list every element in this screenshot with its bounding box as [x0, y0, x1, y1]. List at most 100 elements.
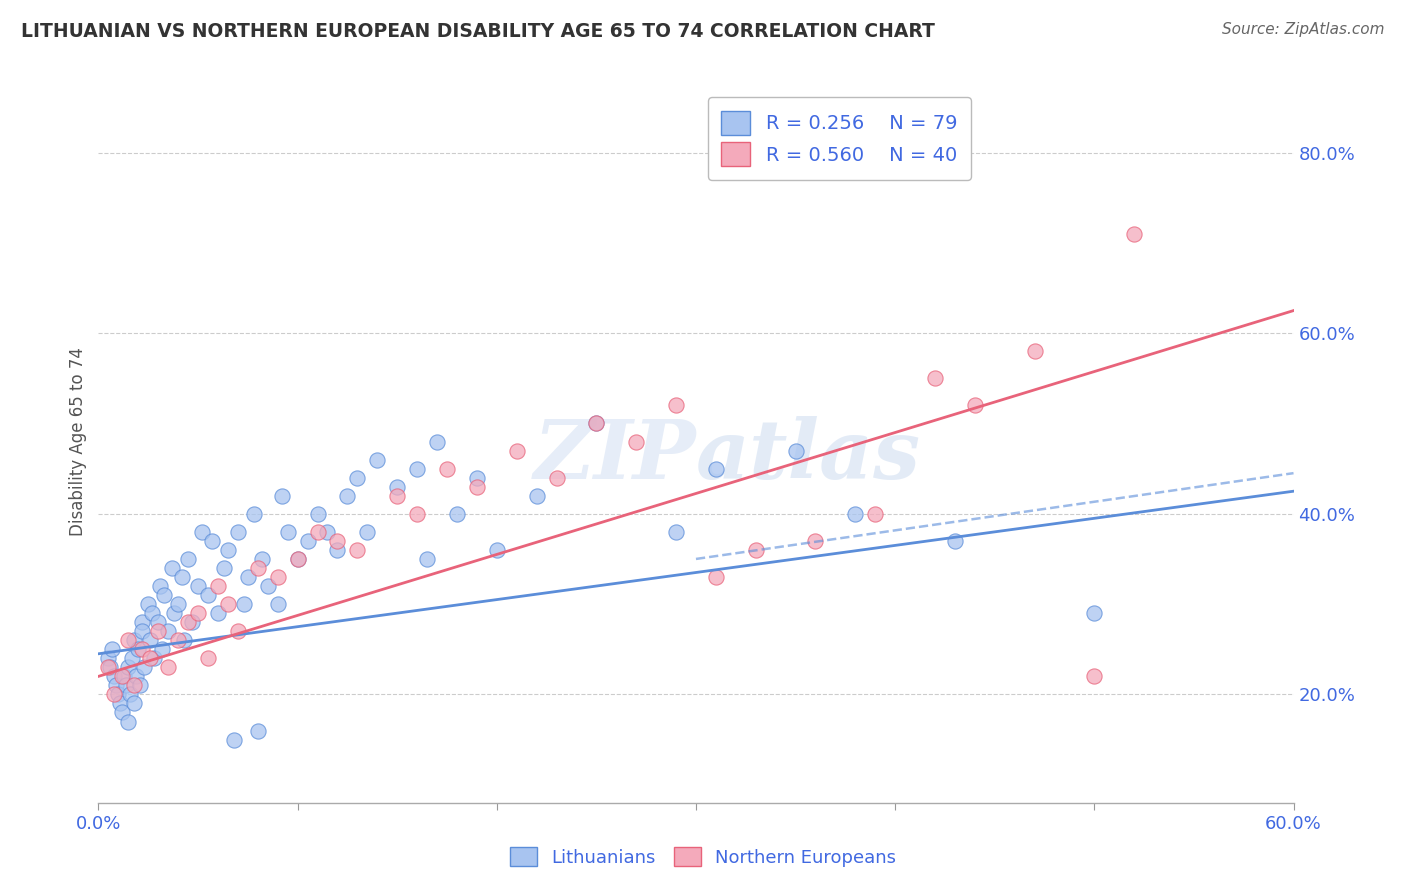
Point — [124, 633, 146, 648]
Point — [131, 642, 153, 657]
Point — [270, 489, 292, 503]
Point — [149, 579, 172, 593]
Point — [125, 669, 148, 683]
Point — [121, 651, 143, 665]
Point — [150, 642, 173, 657]
Point — [124, 697, 146, 711]
Point — [385, 480, 409, 494]
Point — [745, 542, 768, 557]
Point — [785, 443, 807, 458]
Text: ZIP: ZIP — [533, 416, 696, 496]
Point — [436, 461, 458, 475]
Point — [103, 669, 125, 683]
Point — [120, 687, 142, 701]
Point — [157, 624, 180, 639]
Point — [111, 706, 134, 720]
Point — [207, 579, 229, 593]
Text: Source: ZipAtlas.com: Source: ZipAtlas.com — [1222, 22, 1385, 37]
Point — [212, 561, 235, 575]
Point — [665, 398, 688, 412]
Point — [148, 624, 170, 639]
Point — [346, 471, 368, 485]
Point — [406, 461, 429, 475]
Point — [297, 533, 319, 548]
Point — [98, 660, 122, 674]
Point — [153, 588, 176, 602]
Point — [287, 552, 309, 566]
Point — [243, 507, 266, 521]
Point — [465, 480, 488, 494]
Point — [267, 570, 290, 584]
Point — [197, 651, 219, 665]
Point — [131, 624, 153, 639]
Point — [356, 524, 378, 539]
Point — [250, 552, 273, 566]
Point — [191, 524, 214, 539]
Point — [865, 507, 887, 521]
Point — [506, 443, 529, 458]
Point — [173, 633, 195, 648]
Point — [97, 660, 120, 674]
Point — [246, 561, 269, 575]
Point — [336, 489, 359, 503]
Point — [307, 507, 329, 521]
Point — [585, 417, 607, 431]
Point — [139, 651, 162, 665]
Point — [101, 642, 124, 657]
Point — [546, 471, 568, 485]
Point — [246, 723, 269, 738]
Point — [924, 371, 946, 385]
Point — [277, 524, 299, 539]
Point — [385, 489, 409, 503]
Point — [167, 597, 190, 611]
Point — [226, 624, 249, 639]
Point — [704, 570, 727, 584]
Point — [129, 678, 152, 692]
Point — [187, 606, 209, 620]
Point — [197, 588, 219, 602]
Point — [177, 552, 200, 566]
Point — [943, 533, 966, 548]
Point — [1083, 669, 1105, 683]
Point — [117, 633, 139, 648]
Point — [1083, 606, 1105, 620]
Text: atlas: atlas — [696, 416, 921, 496]
Point — [406, 507, 429, 521]
Point — [163, 606, 186, 620]
Point — [366, 452, 388, 467]
Point — [107, 687, 129, 701]
Legend: Lithuanians, Northern Europeans: Lithuanians, Northern Europeans — [502, 840, 904, 874]
Point — [143, 651, 166, 665]
Point — [287, 552, 309, 566]
Point — [160, 561, 183, 575]
Point — [97, 651, 120, 665]
Point — [585, 417, 607, 431]
Point — [131, 615, 153, 630]
Y-axis label: Disability Age 65 to 74: Disability Age 65 to 74 — [69, 347, 87, 536]
Point — [117, 714, 139, 729]
Point — [1024, 344, 1046, 359]
Point — [172, 570, 194, 584]
Point — [346, 542, 368, 557]
Point — [105, 678, 128, 692]
Point — [134, 660, 156, 674]
Point — [157, 660, 180, 674]
Point — [177, 615, 200, 630]
Point — [256, 579, 278, 593]
Point — [316, 524, 339, 539]
Point — [124, 678, 146, 692]
Point — [236, 570, 259, 584]
Point — [307, 524, 329, 539]
Point — [139, 633, 162, 648]
Point — [201, 533, 224, 548]
Point — [112, 669, 135, 683]
Point — [704, 461, 727, 475]
Point — [326, 542, 349, 557]
Point — [148, 615, 170, 630]
Point — [1123, 227, 1146, 241]
Point — [127, 642, 149, 657]
Text: LITHUANIAN VS NORTHERN EUROPEAN DISABILITY AGE 65 TO 74 CORRELATION CHART: LITHUANIAN VS NORTHERN EUROPEAN DISABILI… — [21, 22, 935, 41]
Point — [222, 732, 245, 747]
Point — [117, 660, 139, 674]
Point — [465, 471, 488, 485]
